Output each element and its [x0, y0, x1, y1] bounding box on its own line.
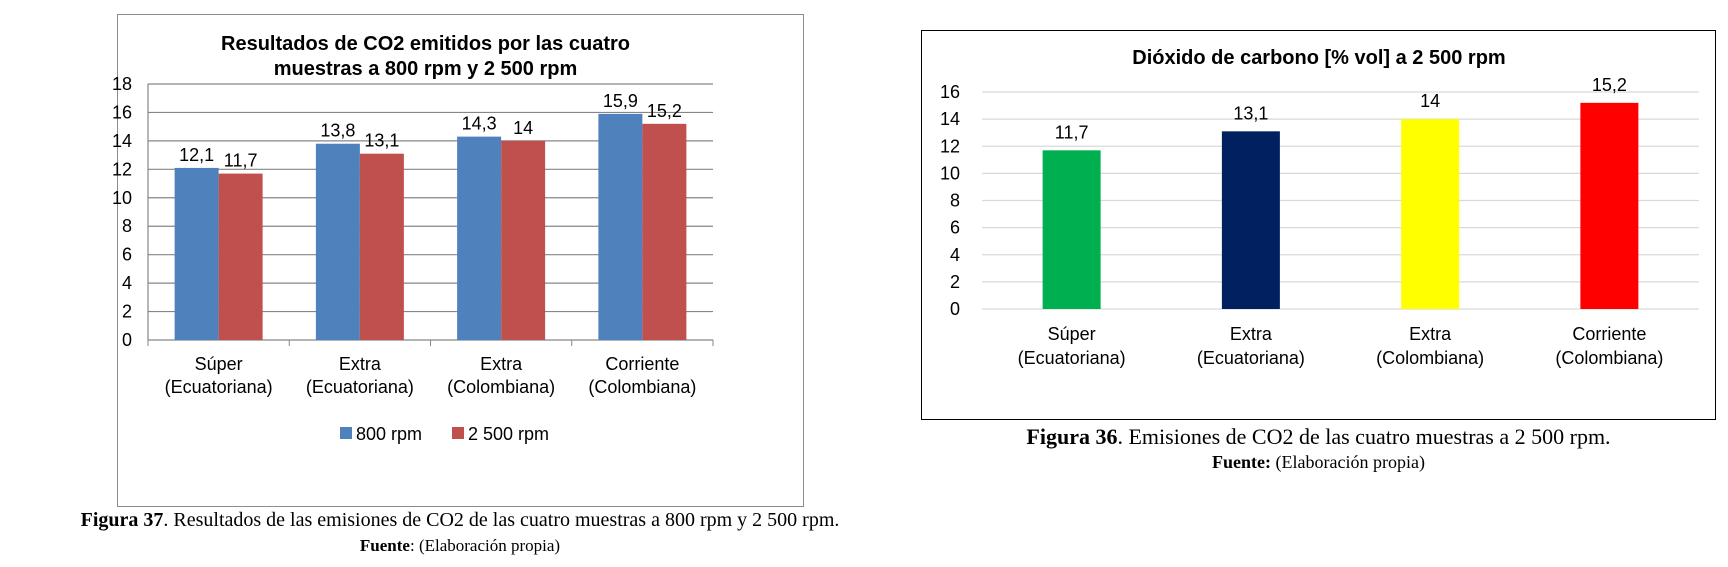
bar-800rpm	[598, 113, 643, 340]
category-label: Súper	[195, 354, 243, 374]
data-label: 15,2	[1592, 75, 1627, 95]
data-label: 13,1	[364, 131, 399, 151]
y-tick-label: 14	[940, 109, 960, 129]
figure-36-source-text: (Elaboración propia)	[1271, 452, 1425, 472]
bar	[1221, 131, 1280, 309]
chart-co2-2500-svg: Dióxido de carbono [% vol] a 2 500 rpm 0 2…	[940, 47, 1699, 368]
data-label: 12,1	[179, 145, 214, 165]
bar	[1580, 102, 1639, 309]
category-label: (Colombiana)	[1555, 348, 1663, 368]
data-label: 15,9	[603, 91, 638, 111]
figure-37-source-text: : (Elaboración propia)	[409, 536, 561, 555]
category-label: Súper	[1048, 324, 1096, 344]
data-label: 11,7	[1055, 122, 1089, 142]
figure-37-caption: Figura 37. Resultados de las emisiones d…	[0, 509, 920, 532]
bar-2500rpm	[642, 123, 687, 340]
data-label: 14	[1420, 91, 1440, 111]
figure-36-caption: Figura 36. Emisiones de CO2 de las cuatr…	[921, 424, 1716, 450]
category-label: Corriente	[605, 354, 679, 374]
y-tick-label: 6	[950, 218, 960, 238]
y-tick-label: 2	[122, 302, 132, 322]
y-tick-label: 4	[950, 245, 960, 265]
legend-swatch	[452, 427, 464, 439]
y-tick-label: 18	[112, 74, 132, 94]
chart-co2-800-2500: Resultados de CO2 emitidos por las cuatr…	[112, 14, 804, 507]
category-label: (Ecuatoriana)	[1018, 348, 1126, 368]
y-tick-label: 4	[122, 273, 132, 293]
category-label: Extra	[1230, 324, 1273, 344]
figure-37-text: . Resultados de las emisiones de CO2 de …	[163, 509, 840, 531]
y-tick-label: 16	[112, 102, 132, 122]
figure-37-source: Fuente: (Elaboración propia)	[0, 536, 920, 556]
y-tick-label: 14	[112, 131, 132, 151]
category-label: (Ecuatoriana)	[306, 377, 414, 397]
bar	[1401, 119, 1460, 309]
category-label: Corriente	[1572, 324, 1646, 344]
data-label: 11,7	[224, 151, 258, 171]
legend-swatch	[340, 427, 352, 439]
bar-800rpm	[315, 143, 360, 340]
y-tick-label: 10	[940, 163, 960, 183]
bar-800rpm	[174, 167, 219, 340]
y-tick-label: 8	[950, 191, 960, 211]
y-tick-label: 0	[950, 299, 960, 319]
category-label: (Ecuatoriana)	[165, 377, 273, 397]
data-label: 14,3	[462, 114, 497, 134]
data-label: 15,2	[647, 101, 682, 121]
y-tick-label: 2	[950, 272, 960, 292]
y-tick-label: 12	[940, 136, 960, 156]
figure-36-source: Fuente: (Elaboración propia)	[921, 452, 1716, 473]
figure-37-source-label: Fuente	[359, 536, 410, 555]
data-label: 13,1	[1233, 103, 1268, 123]
bar-2500rpm	[501, 140, 546, 340]
figure-36-label: Figura 36	[1026, 424, 1118, 449]
category-label: (Colombiana)	[588, 377, 696, 397]
category-label: Extra	[339, 354, 382, 374]
y-tick-label: 6	[122, 245, 132, 265]
bar-2500rpm	[359, 153, 404, 340]
data-label: 14	[513, 118, 533, 138]
category-label: Extra	[480, 354, 523, 374]
figure-36-text: . Emisiones de CO2 de las cuatro muestra…	[1117, 424, 1611, 449]
y-tick-label: 10	[112, 188, 132, 208]
y-tick-label: 16	[940, 82, 960, 102]
data-label: 13,8	[320, 121, 355, 141]
legend-label: 800 rpm	[356, 424, 422, 444]
bar	[1042, 150, 1101, 309]
bar-800rpm	[457, 136, 502, 340]
category-label: (Ecuatoriana)	[1197, 348, 1305, 368]
chart-title-line: Resultados de CO2 emitidos por las cuatr…	[221, 33, 630, 55]
y-tick-label: 12	[112, 159, 132, 179]
chart-co2-2500: Dióxido de carbono [% vol] a 2 500 rpm 0 2…	[921, 30, 1716, 420]
category-label: Extra	[1409, 324, 1452, 344]
chart-title-line: muestras a 800 rpm y 2 500 rpm	[274, 58, 578, 80]
figure-37-label: Figura 37	[80, 509, 164, 531]
legend-label: 2 500 rpm	[468, 424, 549, 444]
category-label: (Colombiana)	[447, 377, 555, 397]
y-tick-label: 8	[122, 216, 132, 236]
chart-title: Dióxido de carbono [% vol] a 2 500 rpm	[1132, 47, 1505, 69]
bar-2500rpm	[218, 173, 263, 340]
chart-co2-800-2500-svg: Resultados de CO2 emitidos por las cuatr…	[112, 33, 714, 444]
category-label: (Colombiana)	[1376, 348, 1484, 368]
y-tick-label: 0	[122, 330, 132, 350]
figure-36-source-label: Fuente:	[1212, 452, 1272, 472]
